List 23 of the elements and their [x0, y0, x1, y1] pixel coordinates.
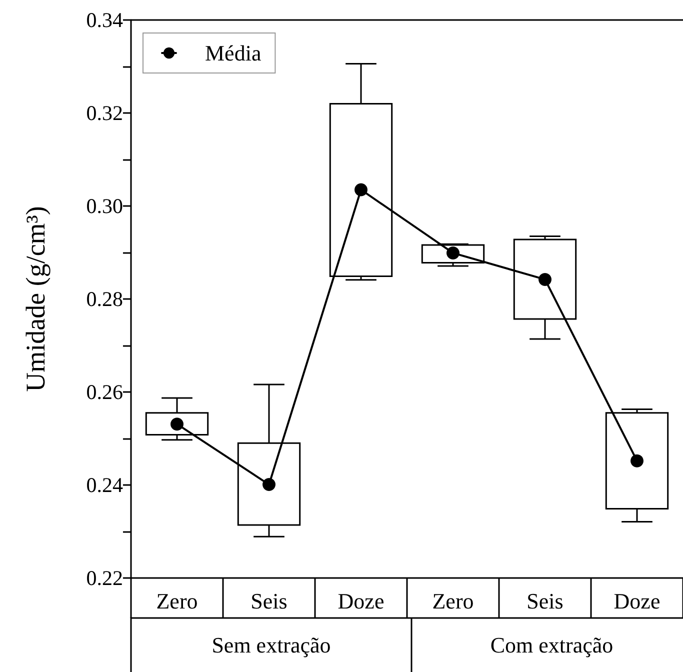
x-tick-label: Doze: [338, 588, 384, 614]
y-tick-label: 0.24: [86, 473, 124, 497]
x-tick-label: Zero: [432, 588, 474, 614]
point: [354, 183, 368, 196]
y-tick-label: 0.22: [86, 566, 123, 590]
y-tick-label: 0.32: [86, 101, 123, 125]
y-axis-title: Umidade (g/cm³): [20, 206, 50, 392]
point: [538, 272, 552, 286]
legend-label: Média: [205, 40, 262, 66]
y-tick-label: 0.34: [86, 8, 124, 32]
point: [262, 478, 276, 492]
text: Com extração: [490, 632, 614, 658]
y-tick-label: 0.30: [86, 194, 123, 218]
x-tick-label: Seis: [526, 588, 564, 614]
x-tick-label: Doze: [614, 588, 660, 614]
x-tick-label: Seis: [250, 588, 288, 614]
point: [170, 418, 184, 431]
x-tick-label: Zero: [156, 588, 198, 614]
point: [630, 454, 644, 468]
y-tick-label: 0.28: [86, 287, 123, 311]
y-tick-label: 0.26: [86, 380, 123, 404]
text: Sem extração: [212, 632, 331, 658]
point: [446, 246, 460, 260]
